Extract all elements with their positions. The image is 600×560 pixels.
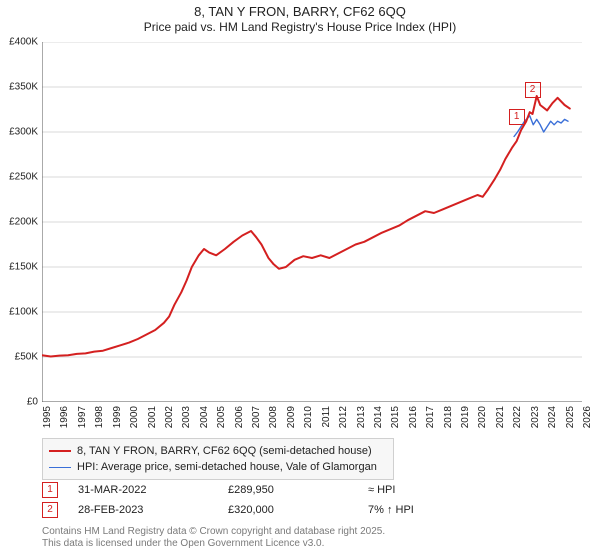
legend-swatch-property [49, 450, 71, 452]
y-tick-label: £150K [2, 262, 38, 273]
chart-title-address: 8, TAN Y FRON, BARRY, CF62 6QQ [0, 4, 600, 20]
legend: 8, TAN Y FRON, BARRY, CF62 6QQ (semi-det… [42, 438, 394, 480]
tx-price: £289,950 [228, 484, 348, 496]
legend-item-property: 8, TAN Y FRON, BARRY, CF62 6QQ (semi-det… [49, 443, 387, 459]
x-tick-label: 2023 [530, 406, 541, 446]
footer-line1: Contains HM Land Registry data © Crown c… [42, 526, 385, 538]
y-tick-label: £350K [2, 82, 38, 93]
legend-label-hpi: HPI: Average price, semi-detached house,… [77, 461, 377, 473]
x-tick-label: 2022 [512, 406, 523, 446]
x-tick-label: 2026 [582, 406, 593, 446]
legend-swatch-hpi [49, 467, 71, 468]
y-tick-label: £250K [2, 172, 38, 183]
transaction-row: 2 28-FEB-2023 £320,000 7% ↑ HPI [42, 500, 508, 520]
y-tick-label: £0 [2, 397, 38, 408]
y-tick-label: £400K [2, 37, 38, 48]
plot-svg [42, 42, 582, 402]
legend-item-hpi: HPI: Average price, semi-detached house,… [49, 459, 387, 475]
x-tick-label: 2016 [408, 406, 419, 446]
y-tick-label: £300K [2, 127, 38, 138]
footer-attribution: Contains HM Land Registry data © Crown c… [42, 526, 385, 550]
tx-date: 31-MAR-2022 [78, 484, 208, 496]
chart-titles: 8, TAN Y FRON, BARRY, CF62 6QQ Price pai… [0, 0, 600, 35]
x-tick-label: 2018 [443, 406, 454, 446]
y-tick-label: £50K [2, 352, 38, 363]
x-tick-label: 2025 [565, 406, 576, 446]
tx-relative: ≈ HPI [368, 484, 508, 496]
tx-price: £320,000 [228, 504, 348, 516]
tx-marker-ref: 1 [42, 482, 58, 498]
y-tick-label: £100K [2, 307, 38, 318]
tx-marker: 1 [509, 109, 525, 125]
footer-line2: This data is licensed under the Open Gov… [42, 538, 385, 550]
tx-relative: 7% ↑ HPI [368, 504, 508, 516]
chart-title-subtitle: Price paid vs. HM Land Registry's House … [0, 20, 600, 35]
transaction-row: 1 31-MAR-2022 £289,950 ≈ HPI [42, 480, 508, 500]
plot-area: £0£50K£100K£150K£200K£250K£300K£350K£400… [42, 42, 582, 402]
tx-marker: 2 [525, 82, 541, 98]
x-tick-label: 2021 [495, 406, 506, 446]
x-tick-label: 2024 [547, 406, 558, 446]
tx-date: 28-FEB-2023 [78, 504, 208, 516]
series-line-property [42, 96, 570, 357]
y-tick-label: £200K [2, 217, 38, 228]
x-tick-label: 2017 [425, 406, 436, 446]
chart-container: 8, TAN Y FRON, BARRY, CF62 6QQ Price pai… [0, 0, 600, 560]
x-tick-label: 2020 [477, 406, 488, 446]
transactions-list: 1 31-MAR-2022 £289,950 ≈ HPI 2 28-FEB-2023 £32… [42, 480, 508, 520]
tx-marker-ref: 2 [42, 502, 58, 518]
x-tick-label: 2019 [460, 406, 471, 446]
legend-label-property: 8, TAN Y FRON, BARRY, CF62 6QQ (semi-det… [77, 445, 372, 457]
